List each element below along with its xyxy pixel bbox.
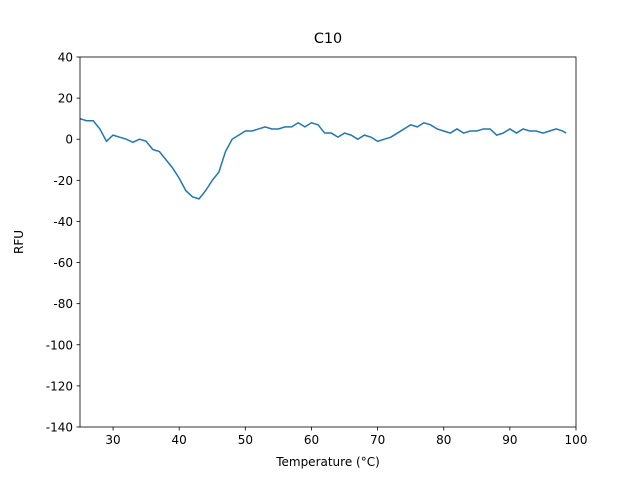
y-tick-label: -60 [53, 256, 73, 270]
y-tick-label: 40 [58, 51, 73, 65]
data-line [80, 117, 567, 200]
y-tick-label: -80 [53, 297, 73, 311]
x-tick-label: 80 [436, 433, 451, 447]
y-tick-label: -40 [53, 215, 73, 229]
y-tick-label: 20 [58, 92, 73, 106]
y-tick-label: -140 [46, 421, 73, 435]
x-tick-label: 60 [304, 433, 319, 447]
y-tick-label: -20 [53, 174, 73, 188]
x-tick-label: 100 [565, 433, 588, 447]
y-tick-label: -100 [46, 338, 73, 352]
x-tick-label: 30 [105, 433, 120, 447]
chart-title: C10 [314, 31, 342, 47]
x-tick-label: 50 [238, 433, 253, 447]
x-tick-label: 40 [172, 433, 187, 447]
x-tick-label: 90 [502, 433, 517, 447]
y-tick-label: -120 [46, 379, 73, 393]
y-axis-label: RFU [12, 230, 26, 254]
plot-frame [79, 56, 577, 428]
y-tick-label: 0 [65, 133, 73, 147]
x-tick-label: 70 [370, 433, 385, 447]
x-axis-label: Temperature (°C) [275, 455, 380, 469]
